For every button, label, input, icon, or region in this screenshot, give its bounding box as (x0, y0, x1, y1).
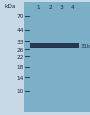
Bar (24, 46, 90, 52)
Text: 3: 3 (59, 5, 63, 10)
Text: 70: 70 (17, 14, 24, 19)
Bar (24, 63, 90, 68)
Bar (30, 44, 79, 48)
Text: 33: 33 (17, 39, 24, 45)
Bar (24, 68, 90, 73)
Bar (24, 57, 90, 63)
Bar (24, 79, 90, 84)
Bar (24, 90, 90, 95)
Bar (24, 52, 90, 57)
Bar (30, 45, 79, 46)
Bar (24, 106, 90, 112)
Text: 31kDa: 31kDa (81, 43, 90, 49)
Text: 10: 10 (17, 88, 24, 93)
Bar (24, 41, 90, 46)
Bar (24, 101, 90, 106)
Bar (24, 73, 90, 79)
Text: kDa: kDa (5, 4, 16, 9)
Bar (24, 19, 90, 25)
Bar (24, 25, 90, 30)
Text: 1: 1 (37, 5, 40, 10)
Bar (24, 3, 90, 8)
Text: 22: 22 (17, 54, 24, 59)
Bar (24, 3, 90, 112)
Bar (24, 84, 90, 90)
Text: 4: 4 (71, 5, 75, 10)
Text: 18: 18 (17, 65, 24, 70)
Bar (24, 14, 90, 19)
Text: 26: 26 (17, 47, 24, 53)
Text: 14: 14 (17, 75, 24, 80)
Text: 44: 44 (17, 28, 24, 33)
Bar (24, 30, 90, 35)
Bar (24, 8, 90, 14)
Text: 2: 2 (49, 5, 52, 10)
Bar (24, 95, 90, 101)
Bar (24, 35, 90, 41)
